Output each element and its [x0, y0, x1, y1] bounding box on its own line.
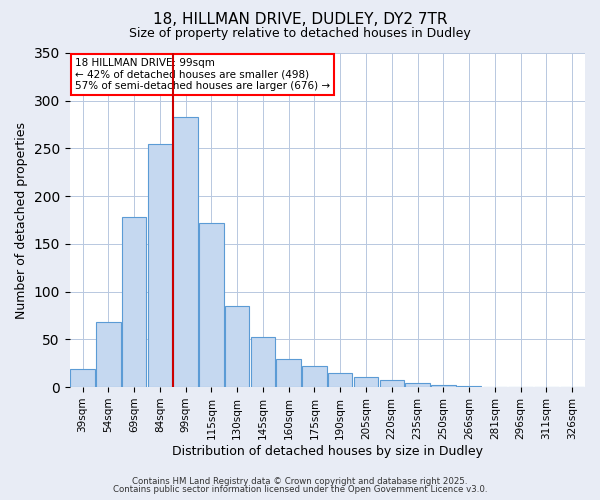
Bar: [225, 306, 250, 387]
Bar: [328, 373, 352, 387]
Bar: [122, 217, 146, 387]
Bar: [199, 223, 224, 387]
Bar: [354, 376, 378, 387]
Bar: [173, 117, 198, 387]
Bar: [457, 386, 481, 387]
Text: 18 HILLMAN DRIVE: 99sqm
← 42% of detached houses are smaller (498)
57% of semi-d: 18 HILLMAN DRIVE: 99sqm ← 42% of detache…: [75, 58, 330, 91]
Y-axis label: Number of detached properties: Number of detached properties: [15, 122, 28, 318]
Text: Size of property relative to detached houses in Dudley: Size of property relative to detached ho…: [129, 28, 471, 40]
Bar: [251, 338, 275, 387]
Bar: [431, 385, 455, 387]
Bar: [96, 322, 121, 387]
Text: 18, HILLMAN DRIVE, DUDLEY, DY2 7TR: 18, HILLMAN DRIVE, DUDLEY, DY2 7TR: [153, 12, 447, 28]
Bar: [70, 369, 95, 387]
Text: Contains public sector information licensed under the Open Government Licence v3: Contains public sector information licen…: [113, 485, 487, 494]
Bar: [302, 366, 326, 387]
Text: Contains HM Land Registry data © Crown copyright and database right 2025.: Contains HM Land Registry data © Crown c…: [132, 477, 468, 486]
Bar: [380, 380, 404, 387]
Bar: [277, 360, 301, 387]
Bar: [148, 144, 172, 387]
Bar: [405, 384, 430, 387]
X-axis label: Distribution of detached houses by size in Dudley: Distribution of detached houses by size …: [172, 444, 483, 458]
